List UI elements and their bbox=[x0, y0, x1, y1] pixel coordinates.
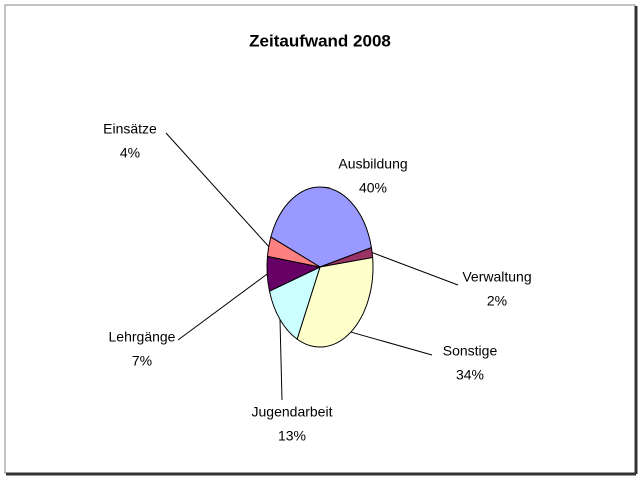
slice-value-label: 4% bbox=[120, 145, 140, 161]
slice-label: Ausbildung bbox=[338, 156, 407, 172]
leader-line bbox=[177, 273, 268, 341]
leader-line bbox=[165, 132, 270, 247]
slice-label: Sonstige bbox=[443, 343, 498, 359]
slice-label: Einsätze bbox=[103, 121, 157, 137]
slice-value-label: 7% bbox=[132, 353, 152, 369]
leader-line bbox=[323, 186, 331, 189]
slice-value-label: 40% bbox=[359, 180, 387, 196]
leader-line bbox=[371, 252, 459, 286]
leader-line bbox=[350, 331, 433, 356]
slice-label: Jugendarbeit bbox=[252, 404, 333, 420]
slice-value-label: 34% bbox=[456, 367, 484, 383]
chart-title: Zeitaufwand 2008 bbox=[249, 31, 391, 50]
slice-label: Verwaltung bbox=[462, 269, 531, 285]
slice-value-label: 13% bbox=[278, 428, 306, 444]
pie-slice bbox=[268, 266, 321, 340]
slice-label: Lehrgänge bbox=[109, 329, 176, 345]
slice-value-label: 2% bbox=[487, 293, 507, 309]
leader-line bbox=[279, 319, 283, 401]
